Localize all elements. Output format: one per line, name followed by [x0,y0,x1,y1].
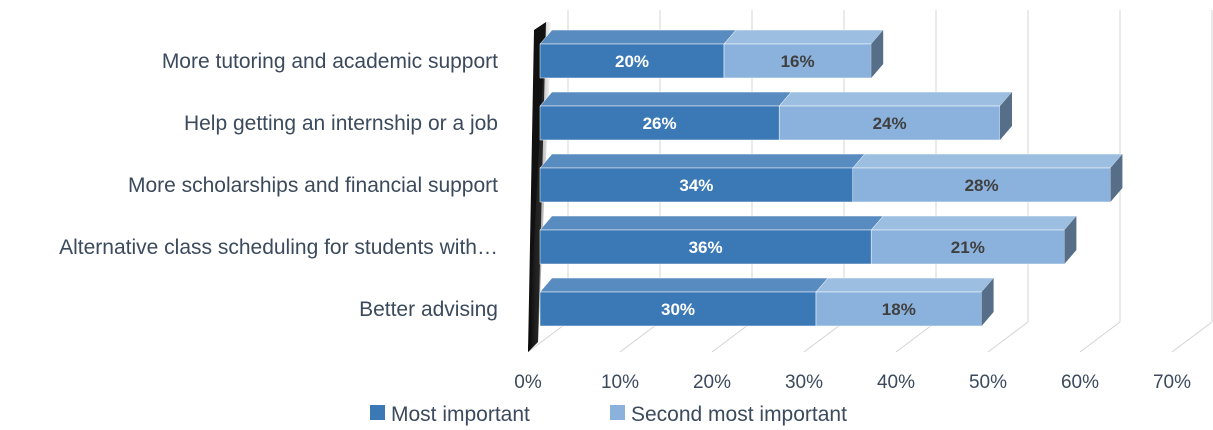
bar-segment [539,167,854,203]
x-tick-label: 70% [1153,372,1191,393]
data-label: 18% [882,300,916,319]
bar-segment [870,229,1065,265]
bar-row: 36% 21% [539,215,1077,265]
data-label: 21% [951,238,985,257]
category-labels: More tutoring and academic support Help g… [59,50,498,321]
floor-gridline [619,321,661,353]
data-label: 36% [689,238,723,257]
bar-side-face [871,30,884,78]
bar-top-face [852,153,1123,169]
floor-gridline [711,321,753,353]
data-label: 24% [873,114,907,133]
data-label: 16% [781,52,815,71]
bar-side-face [981,278,994,326]
bars: 20% 16% 26% 24% 34% 28% 36% 21% 30% 18% [539,29,1123,327]
x-tick-label: 0% [514,372,542,393]
bar-top-face [815,277,995,293]
bar-segment [815,291,982,327]
floor-gridline [527,321,569,353]
legend-item: Most important [370,403,530,426]
bar-top-face [539,153,866,169]
legend-label: Second most important [631,403,847,426]
data-label: 20% [615,52,649,71]
category-label: Help getting an internship or a job [184,112,498,135]
bar-segment [539,291,817,327]
bar-side-face [1110,154,1123,202]
bar-top-face [539,29,737,45]
legend-label: Most important [391,403,530,426]
floor-gridline [803,321,845,353]
bar-segment [539,105,780,141]
bar-top-face [778,91,1013,107]
x-tick-label: 60% [1061,372,1099,393]
bar-row: 20% 16% [539,29,884,79]
floor-gridline [1171,321,1213,353]
x-tick-label: 50% [969,372,1007,393]
category-label: More tutoring and academic support [162,50,498,73]
legend-item: Second most important [610,403,847,426]
legend-swatch [610,405,625,420]
data-label: 34% [679,176,713,195]
bar-row: 34% 28% [539,153,1123,203]
category-label: Alternative class scheduling for student… [59,236,498,259]
bar-top-face [539,91,792,107]
bar-top-face [539,215,884,231]
legend: Most important Second most important [370,403,847,426]
data-label: 26% [643,114,677,133]
x-tick-label: 10% [601,372,639,393]
data-label: 30% [661,300,695,319]
bar-segment [723,43,872,79]
floor-gridline [895,321,937,353]
data-label: 28% [965,176,999,195]
bar-top-face [723,29,884,45]
bar-row: 30% 18% [539,277,995,327]
x-tick-label: 20% [693,372,731,393]
x-tick-label: 40% [877,372,915,393]
legend-swatch [370,405,385,420]
bar-segment [539,43,725,79]
bar-side-face [1000,92,1012,140]
bar-top-face [539,277,829,293]
bar-row: 26% 24% [539,91,1013,141]
x-tick-label: 30% [785,372,823,393]
floor-gridline [987,321,1029,353]
floor-gridline [1079,321,1121,353]
bar-segment [778,105,1001,141]
bar-side-face [1064,216,1077,264]
category-label: More scholarships and financial support [128,174,498,197]
category-label: Better advising [359,298,498,321]
bar-segment [539,229,872,265]
bar-segment [852,167,1111,203]
bar-top-face [870,215,1077,231]
x-axis-tick-labels: 0% 10% 20% 30% 40% 50% 60% 70% [514,372,1191,393]
